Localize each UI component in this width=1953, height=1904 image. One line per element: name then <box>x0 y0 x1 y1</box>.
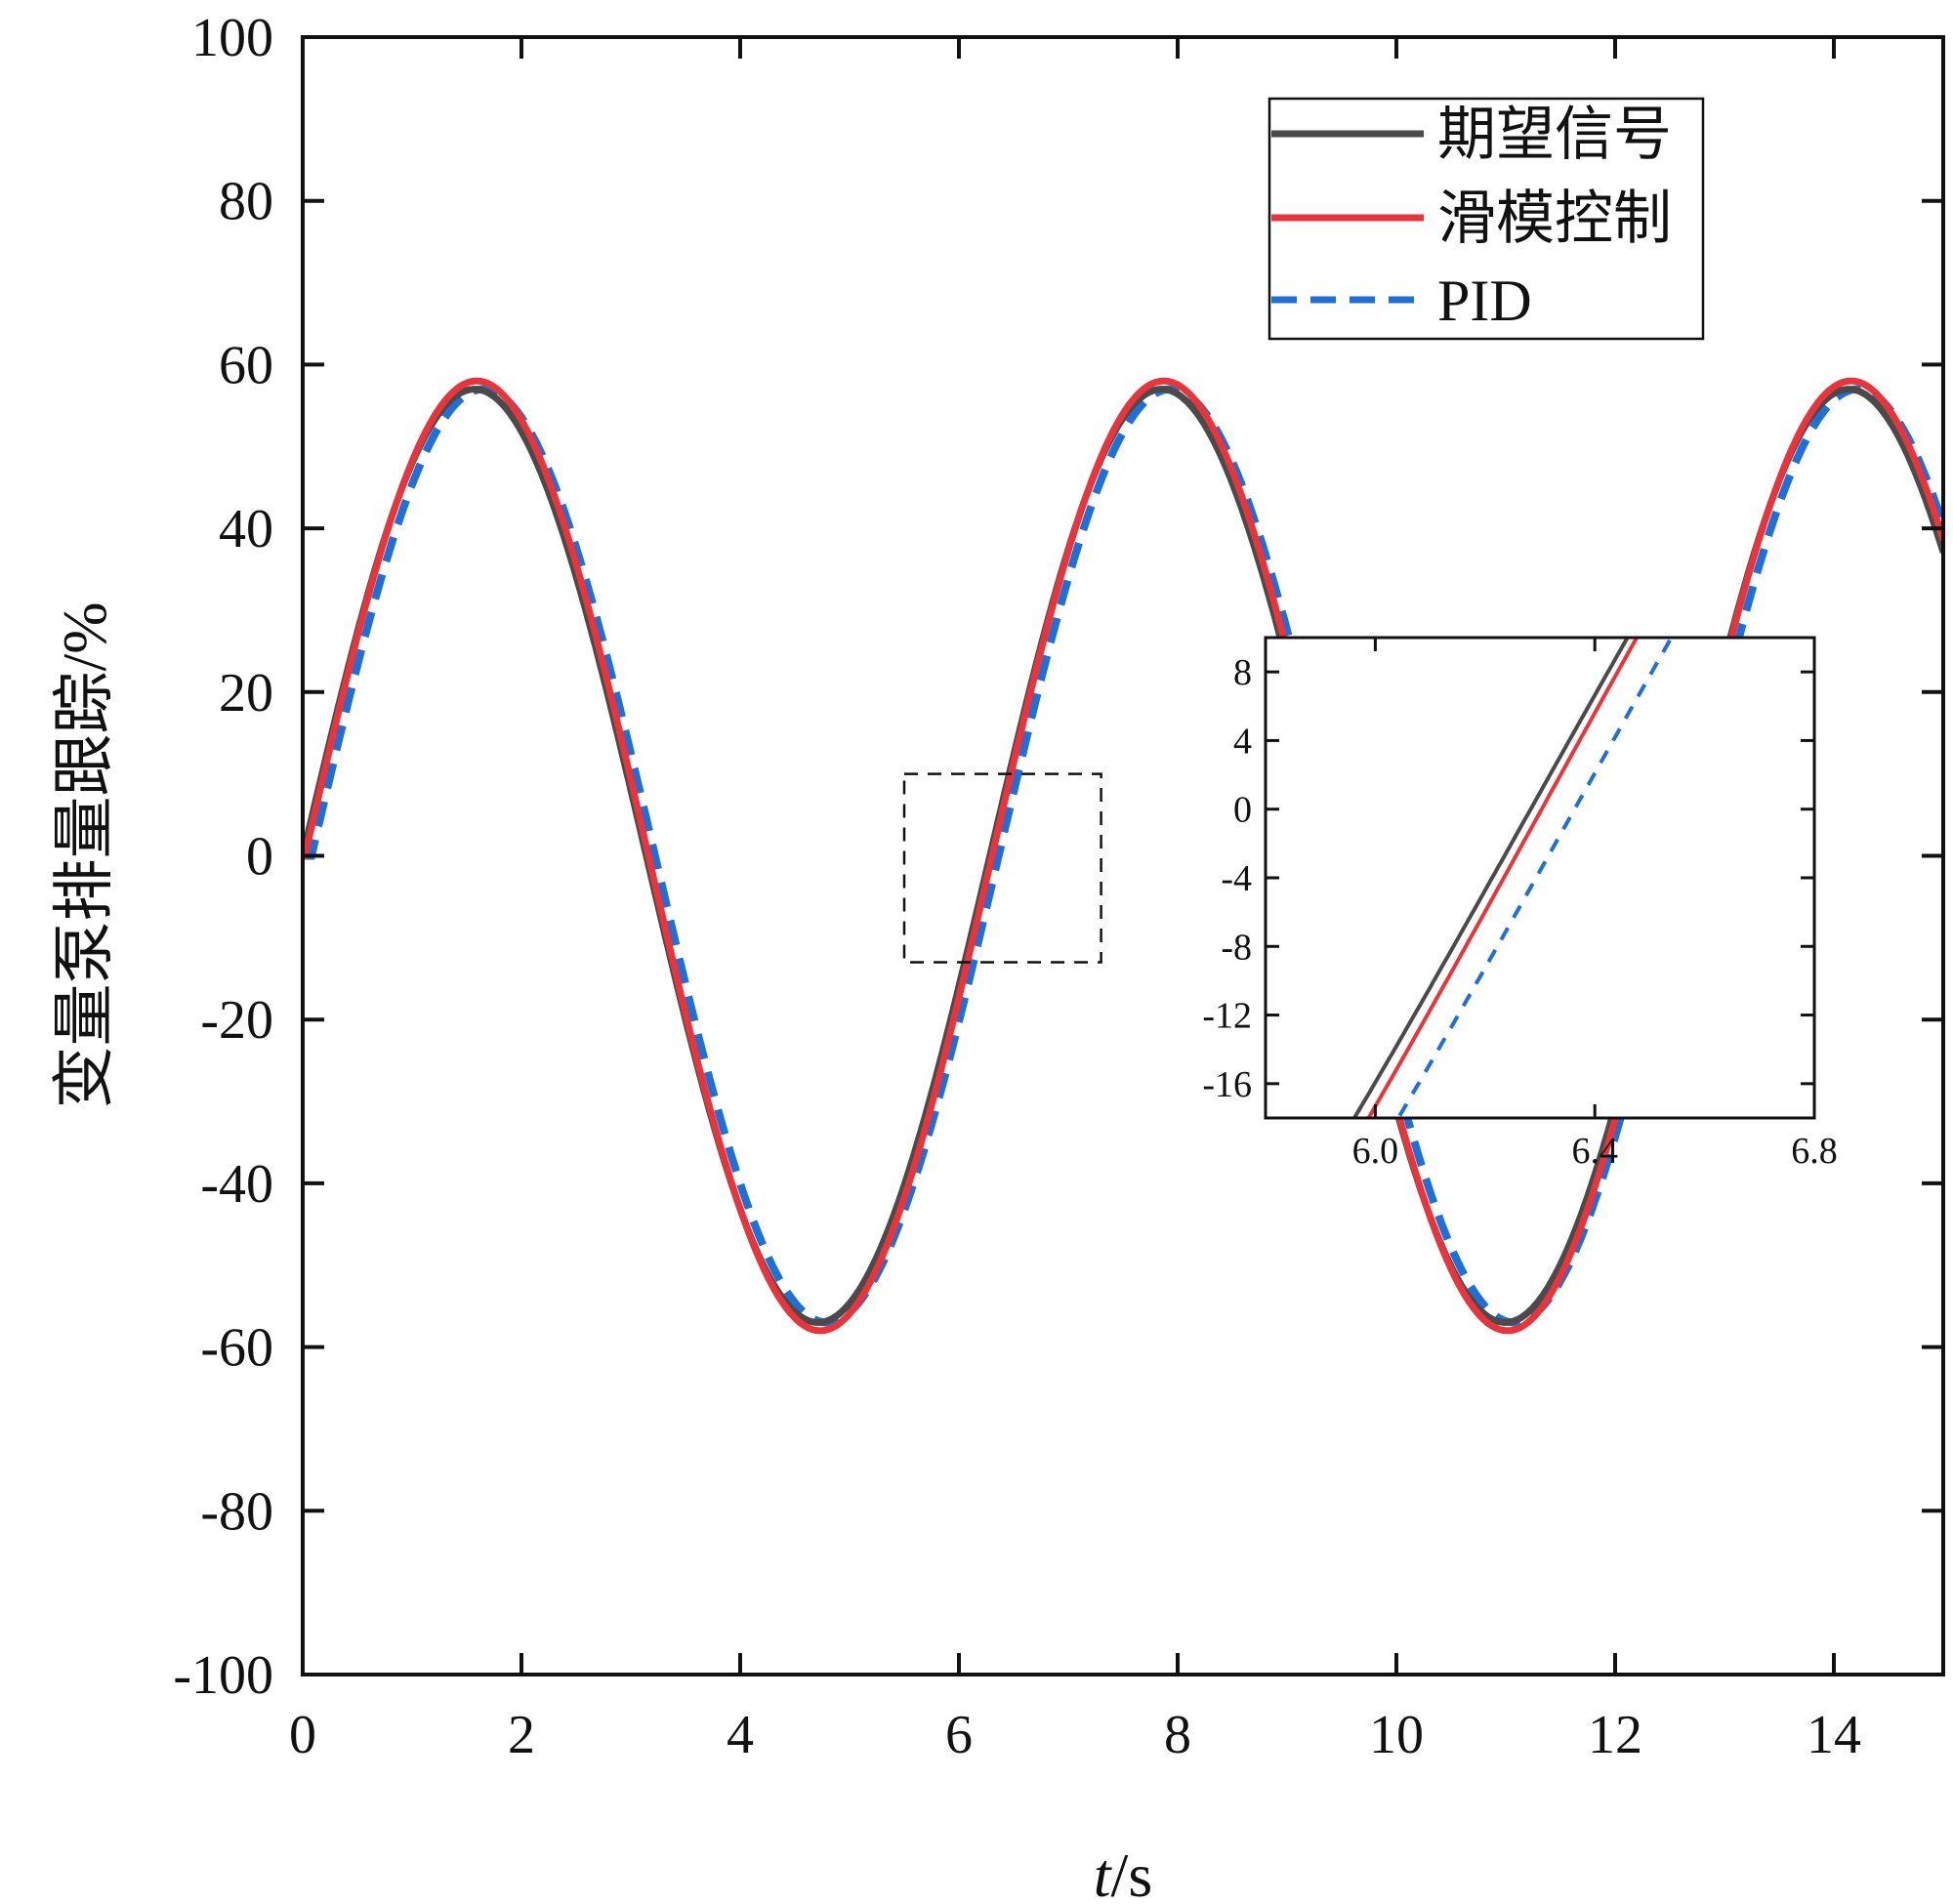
zoom-region-box <box>902 772 1102 964</box>
inset-y-tick-label: -12 <box>1202 996 1252 1037</box>
inset-x-tick-label: 6.8 <box>1791 1131 1838 1172</box>
inset-background <box>1266 638 1814 1118</box>
inset-series-sliding-mode <box>1366 638 1640 1118</box>
inset-y-tick-label: 8 <box>1233 652 1252 693</box>
y-tick-label: 40 <box>219 499 273 559</box>
x-tick-label: 12 <box>1588 1705 1642 1765</box>
y-tick-label: 100 <box>191 8 273 68</box>
y-tick-label: 0 <box>246 827 273 888</box>
y-tick-label: -80 <box>200 1481 273 1542</box>
inset-zoom-plot: 6.0 6.4 6.8 -16 -12 -8 -4 0 4 8 <box>1202 636 1838 1172</box>
legend-frame <box>1267 97 1705 341</box>
x-tick-label: 6 <box>945 1705 973 1765</box>
x-tick-label: 14 <box>1807 1705 1861 1765</box>
x-tick-label: 2 <box>508 1705 535 1765</box>
inset-y-tick-label: -8 <box>1221 927 1252 968</box>
zoom-box-group <box>902 772 1102 964</box>
series-pid <box>303 385 1943 1327</box>
inset-series-group <box>1351 638 1674 1118</box>
x-tick-label: 8 <box>1164 1705 1191 1765</box>
legend-label-sliding-mode: 滑模控制 <box>1437 186 1672 251</box>
inset-x-tick-label: 6.0 <box>1352 1131 1399 1172</box>
inset-x-tick-label: 6.4 <box>1571 1131 1618 1172</box>
y-axis-title: 变量泵排量跟踪/% <box>50 601 119 1108</box>
inset-y-tick-label: -16 <box>1202 1064 1252 1105</box>
x-tick-label: 4 <box>727 1705 754 1765</box>
x-tick-label: 0 <box>289 1705 316 1765</box>
y-tick-label: -60 <box>200 1318 273 1379</box>
inset-series-pid <box>1395 638 1674 1118</box>
y-tick-label: -100 <box>173 1645 273 1706</box>
y-tick-label: 60 <box>219 335 273 395</box>
x-tick-label: 10 <box>1369 1705 1424 1765</box>
legend-label-desired-signal: 期望信号 <box>1437 103 1672 167</box>
y-tick-label: -40 <box>200 1154 273 1215</box>
inset-y-tick-label: 4 <box>1233 721 1252 762</box>
y-tick-label: 80 <box>219 172 273 232</box>
inset-axis-ticks: 6.0 6.4 6.8 -16 -12 -8 -4 0 4 8 <box>1202 638 1838 1172</box>
legend: 期望信号 滑模控制 PID <box>1267 97 1705 341</box>
inset-series-desired-signal <box>1351 638 1630 1118</box>
x-axis-title: t/s <box>1094 1841 1152 1904</box>
y-tick-label: -20 <box>200 990 273 1051</box>
inset-y-tick-label: 0 <box>1233 790 1252 831</box>
inset-y-tick-label: -4 <box>1221 858 1252 899</box>
y-tick-label: 20 <box>219 663 273 724</box>
legend-label-pid: PID <box>1437 269 1532 333</box>
